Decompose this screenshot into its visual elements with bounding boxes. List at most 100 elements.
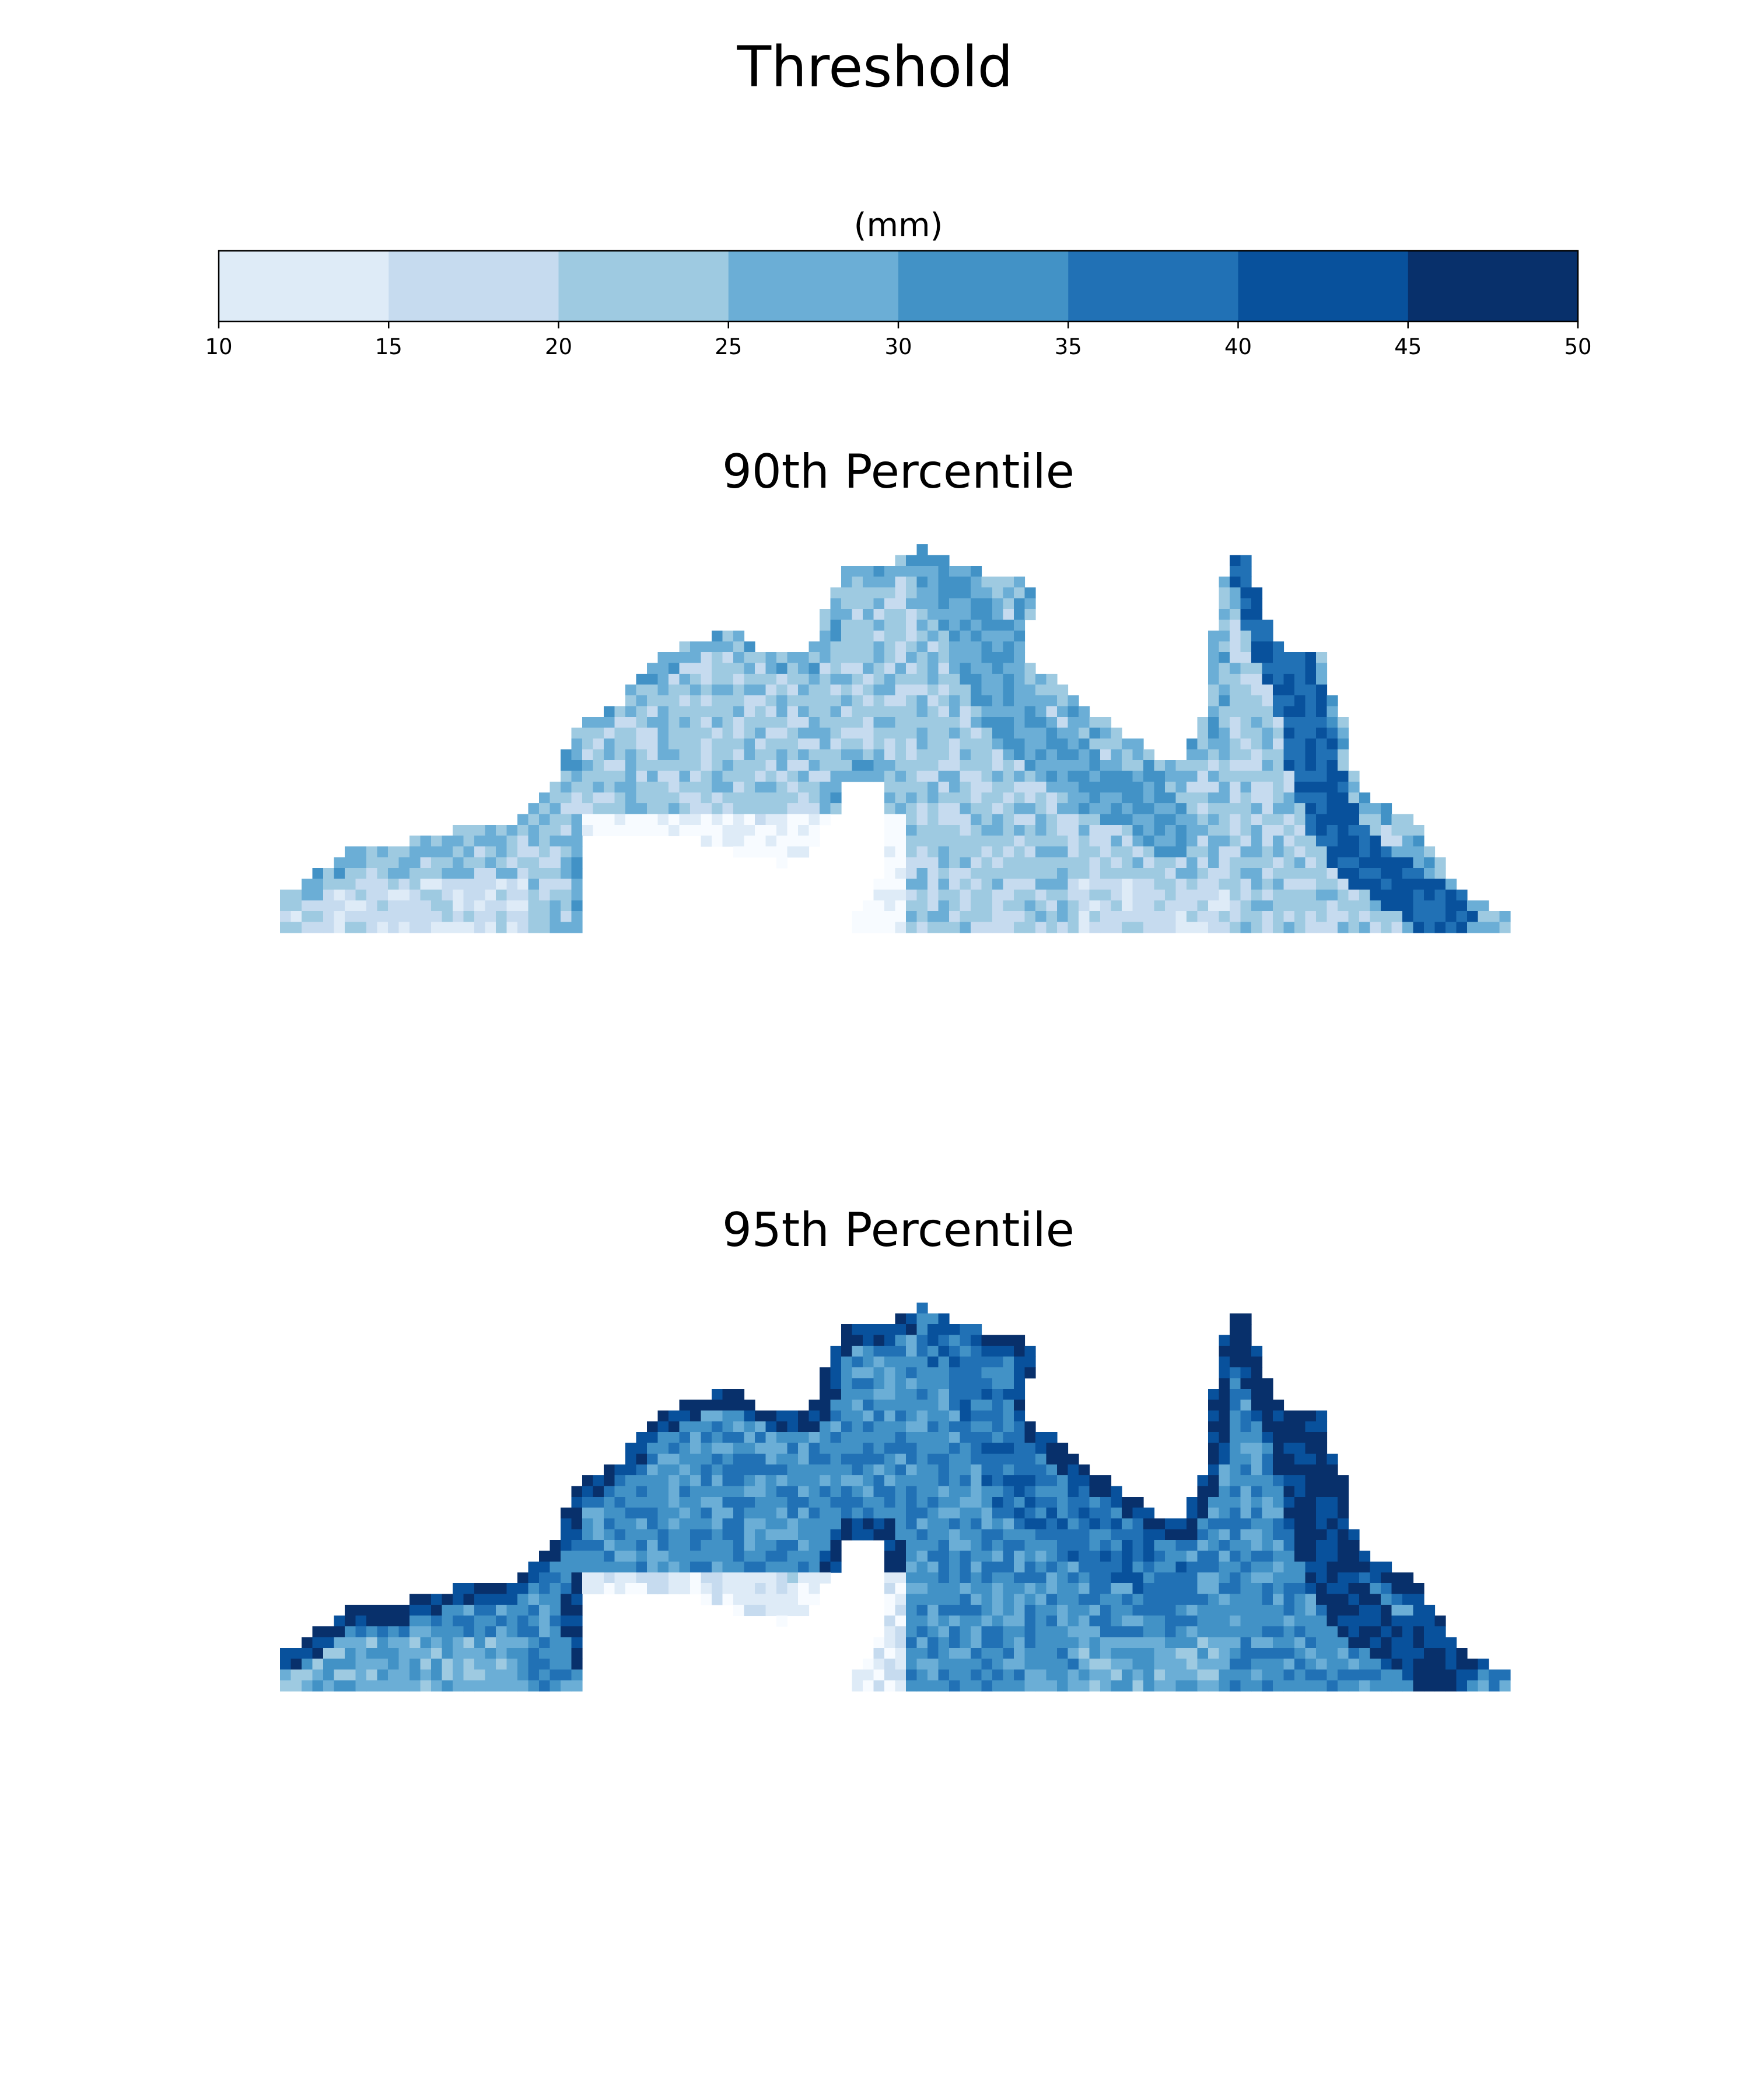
map-cell	[679, 684, 691, 696]
map-cell	[755, 814, 766, 825]
map-cell	[1208, 1497, 1220, 1508]
map-cell	[1003, 857, 1014, 869]
map-cell	[388, 1680, 400, 1692]
map-cell	[960, 792, 971, 804]
map-cell	[938, 749, 950, 761]
map-cell	[938, 717, 950, 729]
map-cell	[1370, 1605, 1381, 1616]
map-cell	[410, 1626, 421, 1638]
map-cell	[928, 1670, 939, 1681]
map-cell	[690, 738, 702, 750]
map-cell	[1111, 900, 1122, 912]
map-cell	[1111, 1572, 1122, 1584]
map-cell	[1079, 1680, 1090, 1692]
map-cell	[841, 1454, 853, 1465]
map-cell	[1057, 1637, 1069, 1648]
map-cell	[1294, 1464, 1306, 1476]
map-cell	[1262, 1594, 1273, 1605]
map-cell	[1251, 825, 1263, 836]
map-cell	[1434, 1626, 1446, 1638]
map-cell	[1024, 1562, 1036, 1573]
map-cell	[949, 1421, 961, 1433]
map-cell	[1208, 738, 1220, 750]
map-cell	[463, 1594, 475, 1605]
map-cell	[614, 1497, 626, 1508]
map-cell	[873, 620, 885, 631]
map-cell	[884, 1346, 896, 1357]
map-cell	[1132, 1540, 1144, 1552]
map-cell	[1219, 1670, 1230, 1681]
map-cell	[916, 1389, 928, 1401]
map-cell	[928, 1367, 939, 1379]
map-cell	[765, 771, 777, 782]
map-cell	[593, 1562, 604, 1573]
map-cell	[701, 1432, 712, 1444]
map-cell	[895, 803, 907, 815]
map-cell	[1273, 814, 1284, 825]
map-cell	[398, 1670, 410, 1681]
map-cell	[1273, 1658, 1284, 1670]
map-cell	[366, 1680, 378, 1692]
map-cell	[744, 1486, 755, 1497]
map-cell	[1208, 814, 1220, 825]
map-cell	[485, 1594, 496, 1605]
map-cell	[1122, 878, 1133, 890]
map-cell	[1251, 1637, 1263, 1648]
map-cell	[1111, 1497, 1122, 1508]
map-cell	[1014, 1346, 1026, 1357]
map-cell	[733, 782, 745, 793]
map-cell	[1230, 1605, 1241, 1616]
map-cell	[1024, 835, 1036, 847]
map-cell	[1154, 900, 1166, 912]
map-cell	[916, 1583, 928, 1595]
map-cell	[690, 1432, 702, 1444]
map-cell	[1079, 1497, 1090, 1508]
map-cell	[571, 1562, 583, 1573]
map-cell	[960, 760, 971, 772]
map-cell	[992, 1550, 1004, 1562]
map-cell	[539, 1550, 551, 1562]
map-cell	[928, 1486, 939, 1497]
map-cell	[971, 1497, 982, 1508]
map-cell	[712, 1464, 723, 1476]
map-cell	[798, 792, 810, 804]
map-cell	[1294, 1583, 1306, 1595]
map-cell	[604, 825, 615, 836]
map-cell	[873, 1529, 885, 1541]
map-cell	[647, 663, 659, 674]
map-cell	[873, 576, 885, 588]
map-cell	[744, 1507, 755, 1519]
map-cell	[345, 868, 356, 880]
map-cell	[1057, 792, 1069, 804]
map-cell	[1165, 1637, 1177, 1648]
map-cell	[1100, 857, 1112, 869]
map-cell	[1057, 1583, 1069, 1595]
map-cell	[916, 631, 928, 642]
map-cell	[410, 1658, 421, 1670]
map-cell	[712, 1454, 723, 1465]
map-cell	[1079, 1507, 1090, 1519]
map-cell	[1283, 1680, 1295, 1692]
map-cell	[1391, 814, 1403, 825]
map-cell	[280, 911, 292, 923]
map-cell	[765, 663, 777, 674]
map-cell	[755, 663, 766, 674]
map-cell	[981, 911, 993, 923]
map-cell	[1251, 771, 1263, 782]
map-cell	[949, 727, 961, 739]
map-cell	[1316, 1648, 1328, 1660]
map-cell	[820, 620, 831, 631]
map-cell	[960, 1378, 971, 1390]
map-cell	[334, 1637, 345, 1648]
map-cell	[830, 803, 842, 815]
map-cell	[1294, 1637, 1306, 1648]
map-cell	[1208, 727, 1220, 739]
map-cell	[1294, 1454, 1306, 1465]
map-cell	[981, 803, 993, 815]
map-cell	[830, 1540, 842, 1552]
map-cell	[1132, 1572, 1144, 1584]
map-cell	[614, 782, 626, 793]
map-cell	[1154, 1615, 1166, 1627]
map-cell	[949, 1658, 961, 1670]
map-cell	[1359, 1637, 1371, 1648]
